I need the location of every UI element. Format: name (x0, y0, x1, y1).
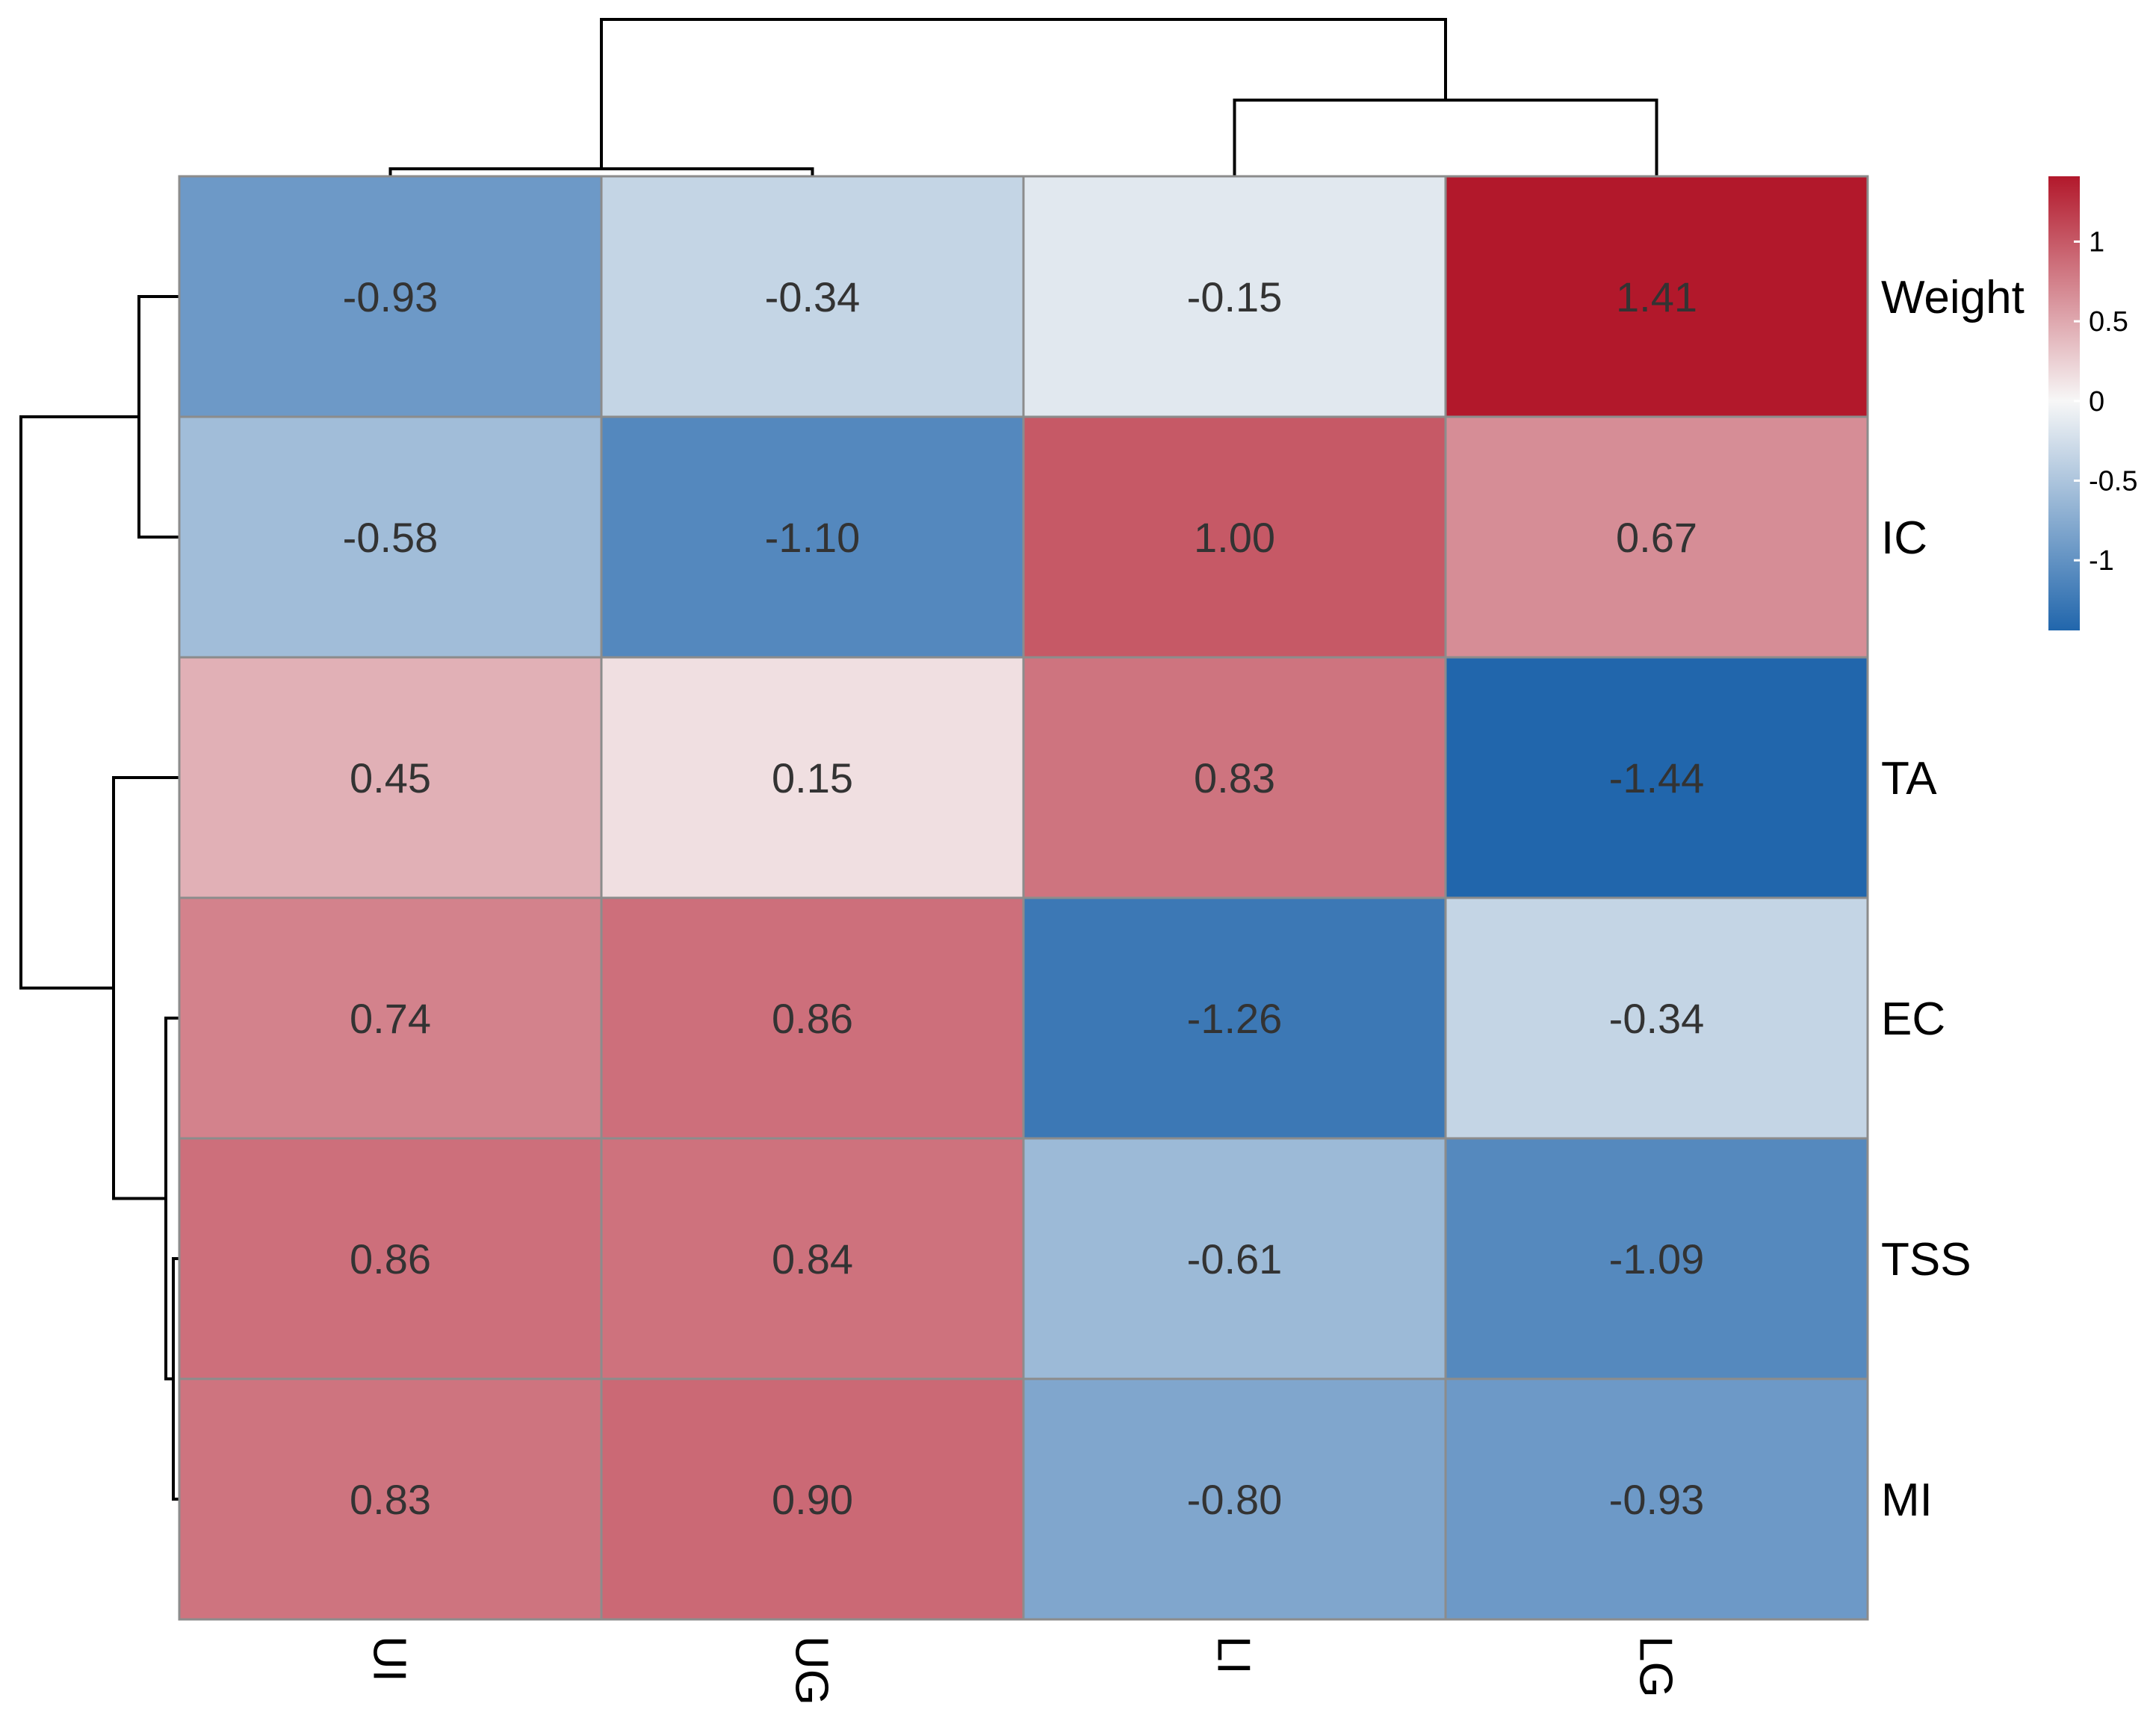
heatmap-cell-weight-ug (600, 175, 1025, 418)
cell-value-label: 0.83 (1194, 754, 1275, 801)
cell-value-label: 1.00 (1194, 514, 1275, 561)
heatmap-cell-weight-lg (1444, 175, 1869, 418)
row-dendro-branch-weight-ic (137, 295, 179, 539)
heatmap-cell-ta-ui (178, 656, 603, 899)
cell-value-label: 0.67 (1616, 514, 1697, 561)
cell-value-label: 0.90 (772, 1476, 853, 1523)
row-label-ta: TA (1881, 753, 1937, 804)
colorbar-tick-label: -0.5 (2089, 465, 2137, 497)
heatmap-cells (178, 175, 1869, 1621)
heatmap-cell-weight-ui (178, 175, 603, 418)
column-labels: UI UG LI LG (364, 1636, 1682, 1705)
heatmap-cell-tss-ug (600, 1137, 1025, 1380)
column-label-lg: LG (1630, 1636, 1682, 1698)
row-label-ec: EC (1881, 993, 1945, 1045)
cell-value-label: 0.15 (772, 754, 853, 801)
colorbar-gradient (2048, 176, 2080, 630)
heatmap-cell-ic-li (1022, 415, 1447, 659)
row-dendrogram (19, 295, 179, 1501)
heatmap-cell-tss-li (1022, 1137, 1447, 1380)
col-dendro-branch-li-lg (1233, 99, 1658, 176)
heatmap-cell-ec-li (1022, 896, 1447, 1140)
cell-value-label: -1.09 (1609, 1235, 1705, 1283)
cell-value-label: -0.15 (1187, 273, 1283, 320)
colorbar-tick-label: 0.5 (2089, 306, 2128, 338)
heatmap-cell-ec-ug (600, 896, 1025, 1140)
colorbar-tick-label: -1 (2089, 545, 2114, 577)
cell-value-label: -0.61 (1187, 1235, 1283, 1283)
cell-value-label: 0.86 (772, 995, 853, 1042)
heatmap-cell-ec-lg (1444, 896, 1869, 1140)
cell-value-label: -1.10 (765, 514, 861, 561)
column-dendrogram (388, 18, 1658, 176)
colorbar-tick-label: 0 (2089, 386, 2104, 418)
cell-value-label: 0.45 (350, 754, 431, 801)
cell-value-label: -1.44 (1609, 754, 1705, 801)
cell-value-label: -0.34 (1609, 995, 1705, 1042)
row-label-mi: MI (1881, 1474, 1933, 1526)
row-label-ic: IC (1881, 512, 1927, 564)
cell-value-label: 1.41 (1616, 273, 1697, 320)
heatmap-cell-mi-ug (600, 1377, 1025, 1621)
cell-value-label: -0.93 (1609, 1476, 1705, 1523)
cell-value-label: -0.80 (1187, 1476, 1283, 1523)
cell-value-label: -0.58 (343, 514, 439, 561)
row-dendro-root (19, 415, 139, 990)
row-label-weight: Weight (1881, 272, 2025, 323)
heatmap-cell-ic-lg (1444, 415, 1869, 659)
heatmap-cell-ec-ui (178, 896, 603, 1140)
column-label-li: LI (1208, 1636, 1260, 1675)
row-labels: Weight IC TA EC TSS MI (1881, 272, 2025, 1526)
heatmap-cell-mi-lg (1444, 1377, 1869, 1621)
heatmap-cell-tss-ui (178, 1137, 603, 1380)
row-label-tss: TSS (1881, 1234, 1971, 1286)
heatmap-value-labels: -0.93 -0.34 -0.15 1.41 -0.58 -1.10 1.00 0.67 0.4… (343, 273, 1705, 1523)
colorbar-tick-label: 1 (2089, 226, 2104, 258)
column-label-ui: UI (364, 1636, 415, 1682)
heatmap-cell-tss-lg (1444, 1137, 1869, 1380)
cell-value-label: 0.84 (772, 1235, 853, 1283)
cell-value-label: -0.34 (765, 273, 861, 320)
heatmap-cell-ta-lg (1444, 656, 1869, 899)
heatmap-cell-weight-li (1022, 175, 1447, 418)
cell-value-label: 0.83 (350, 1476, 431, 1523)
col-dendro-root (600, 18, 1447, 169)
heatmap-cell-ta-ug (600, 656, 1025, 899)
cell-value-label: 0.86 (350, 1235, 431, 1283)
row-dendro-branch-ta (112, 776, 179, 1200)
colorbar-legend: 1 0.5 0 -0.5 -1 (2048, 176, 2137, 630)
heatmap-cell-mi-li (1022, 1377, 1447, 1621)
column-label-ug: UG (786, 1636, 837, 1705)
cell-value-label: -1.26 (1187, 995, 1283, 1042)
cell-value-label: -0.93 (343, 273, 439, 320)
cell-value-label: 0.74 (350, 995, 431, 1042)
heatmap-cell-mi-ui (178, 1377, 603, 1621)
